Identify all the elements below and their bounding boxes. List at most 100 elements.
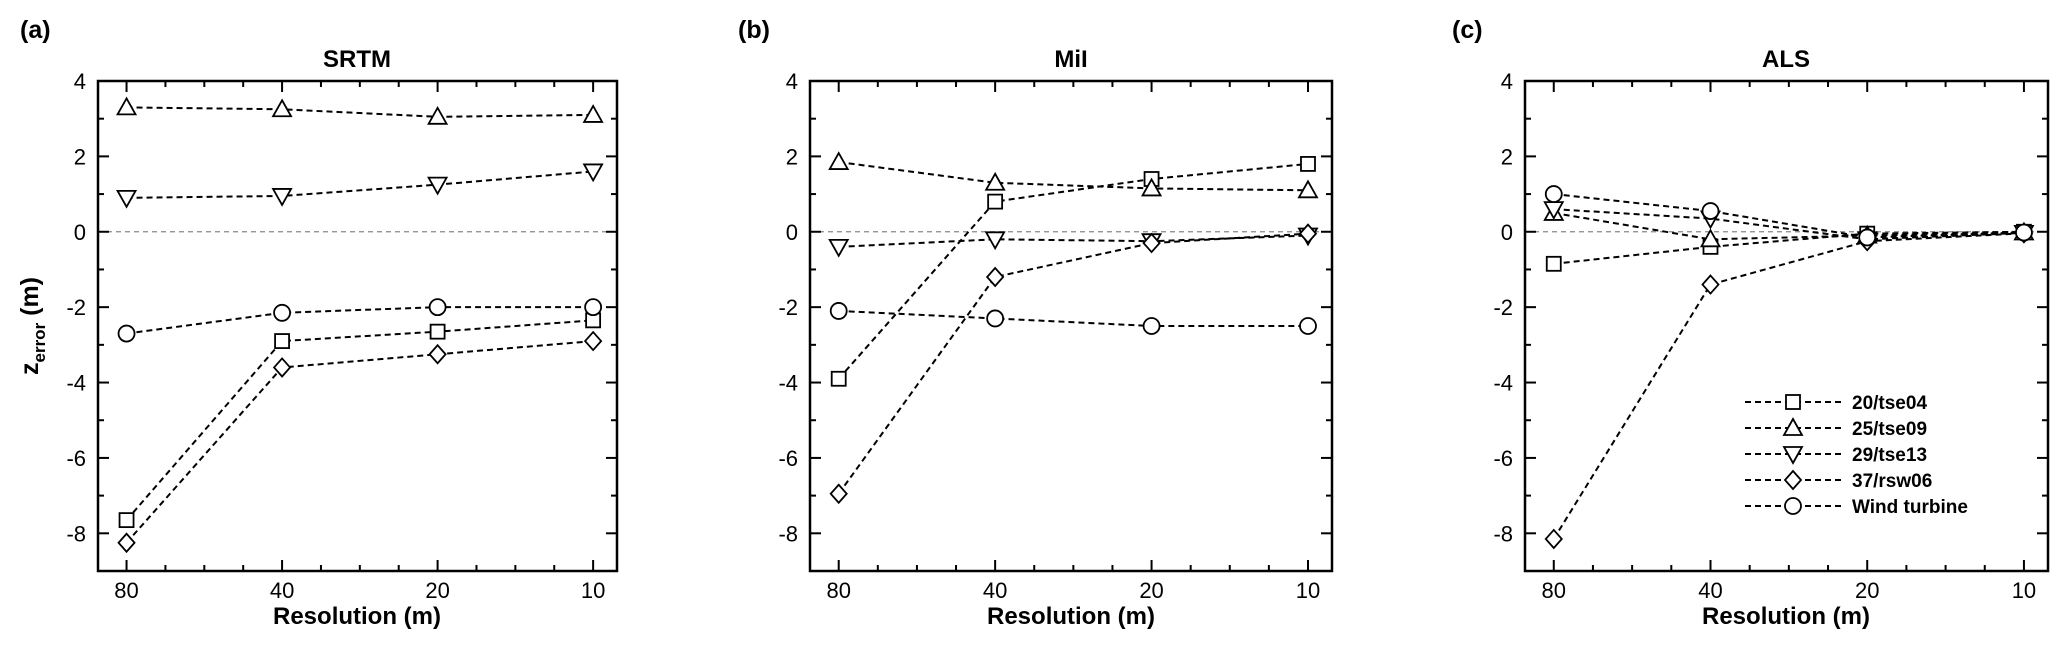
legend-label: 20/tse04 [1852,393,1927,414]
data-point-37-rsw06 [117,532,136,554]
panel-a: (a) SRTM zerror (m) Resolution (m) 420-2… [16,16,619,630]
x-tick-label: 10 [2012,578,2036,603]
legend-marker-37-rsw06 [1783,469,1803,491]
y-tick-label: -2 [66,295,86,320]
y-tick-label: -4 [66,371,86,396]
series-line [837,162,1309,380]
chart-title: ALS [1762,46,1810,73]
y-tick-label: 0 [1501,220,1513,245]
plot-frame [808,79,1334,573]
legend: 20/tse04 25/tse09 29/tse13 37/rsw06 Wind tur… [1745,393,1968,518]
y-tick-label: 4 [74,69,86,94]
y-tick-label: -8 [66,521,86,546]
x-tick-label: 80 [114,578,138,603]
legend-entry-wind-turbine: Wind turbine [1745,497,1968,518]
y-tick-label: 4 [1501,69,1513,94]
x-tick-label: 20 [1139,578,1163,603]
data-point-37-rsw06 [829,483,848,505]
y-tick-label: 2 [1501,144,1513,169]
series-line [126,306,594,335]
data-point-20-tse04 [830,370,847,387]
series-29-tse13 [828,227,1319,258]
series-37-rsw06 [117,330,603,554]
panel-letter: (a) [20,16,51,44]
legend-label: 37/rsw06 [1852,471,1932,492]
data-point-wind-turbine [1858,228,1877,247]
series-line [1553,193,2024,239]
series-line [126,170,594,199]
data-point-wind-turbine [2015,223,2033,242]
legend-entry-29-tse13: 29/tse13 [1745,445,1927,466]
series-wind-turbine [829,302,1317,335]
data-point-wind-turbine [584,298,603,317]
legend-marker-20-tse04 [1785,394,1801,410]
series-29-tse13 [1543,201,2035,251]
series-wind-turbine [1544,185,2033,247]
legend-label: Wind turbine [1852,497,1968,518]
series-25-tse09 [828,151,1319,199]
series-line [125,340,594,544]
series-line [1553,208,2024,241]
data-point-20-tse04 [1545,255,1562,272]
legend-marker-wind-turbine [1784,497,1802,515]
series-line [1553,230,2024,265]
data-point-wind-turbine [829,302,848,320]
data-point-20-tse04 [118,512,135,529]
x-tick-label: 80 [826,578,850,603]
data-point-29-tse13 [116,189,138,209]
x-tick-label: 10 [581,578,605,603]
x-tick-label: 40 [270,578,294,603]
panel-c: (c) ALS Resolution (m) 420-2-4-6-880 40 20… [1452,16,2050,630]
y-tick-label: -2 [1493,295,1513,320]
data-point-29-tse13 [984,231,1006,251]
chart-title: MiI [1054,46,1087,73]
data-point-20-tse04 [987,193,1004,210]
series-line [126,106,594,118]
legend-entry-25-tse09: 25/tse09 [1745,417,1927,440]
data-point-wind-turbine [1701,202,1720,220]
data-point-25-tse09 [984,171,1006,191]
series-line [125,319,594,521]
y-tick-label: -4 [1493,371,1513,396]
panel-b: (b) MiI Resolution (m) 420-2-4-6-880 40 20… [738,16,1334,630]
legend-marker-25-tse09 [1782,417,1804,436]
y-tick-label: -8 [1493,521,1513,546]
series-line [1552,232,2024,540]
x-tick-label: 80 [1542,578,1566,603]
series-line [837,232,1309,495]
x-tick-label: 20 [1855,578,1879,603]
data-point-20-tse04 [429,323,446,340]
data-point-29-tse13 [271,188,293,207]
x-axis-label: Resolution (m) [987,603,1155,630]
legend-label: 29/tse13 [1852,445,1927,466]
x-tick-label: 40 [1698,578,1722,603]
series-29-tse13 [116,163,604,209]
y-tick-label: 0 [74,220,86,245]
data-point-37-rsw06 [1701,274,1720,295]
data-point-25-tse09 [828,151,850,170]
y-tick-label: -8 [778,521,798,546]
data-point-25-tse09 [1297,179,1319,199]
data-point-37-rsw06 [1544,528,1563,550]
plot-frame [96,79,619,573]
y-tick-label: -2 [778,295,798,320]
data-point-37-rsw06 [583,330,603,352]
x-tick-label: 40 [983,578,1007,603]
data-point-25-tse09 [116,96,138,116]
legend-entry-37-rsw06: 37/rsw06 [1745,469,1932,492]
data-point-37-rsw06 [428,343,447,365]
x-axis-label: Resolution (m) [273,603,441,630]
series-37-rsw06 [829,223,1318,505]
chart-title: SRTM [323,46,391,73]
series-wind-turbine [117,298,603,343]
panel-letter: (b) [738,16,770,44]
y-tick-label: -6 [778,446,798,471]
y-tick-label: 4 [786,69,798,94]
data-point-wind-turbine [117,324,136,343]
data-point-25-tse09 [1699,228,1722,248]
data-point-29-tse13 [427,176,449,196]
data-point-wind-turbine [273,303,291,322]
series-25-tse09 [1543,202,2035,248]
series-20-tse04 [830,156,1316,387]
data-point-37-rsw06 [272,357,292,378]
